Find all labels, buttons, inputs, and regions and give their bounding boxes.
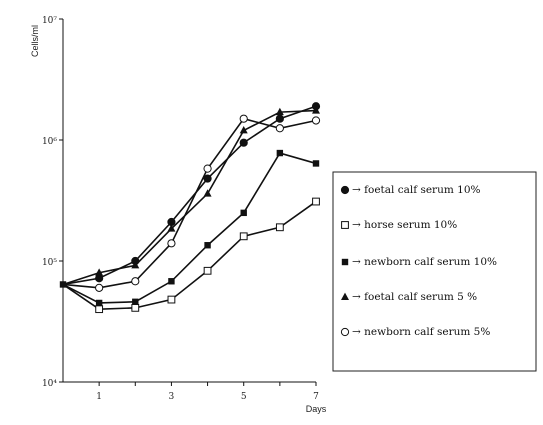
series-line (62, 117, 317, 289)
legend-item-5: → newborn calf serum 5% (340, 326, 490, 338)
data-point (275, 107, 284, 116)
data-point (239, 126, 248, 134)
x-axis-title: Days (306, 404, 327, 414)
data-point (275, 124, 284, 133)
legend-item-1: → foetal calf serum 10% (340, 184, 480, 196)
y-tick-label: 10⁴ (42, 379, 57, 389)
data-point (95, 274, 104, 283)
x-tick-label: 1 (96, 392, 102, 402)
axes: 10⁴ 10⁵ 10⁶ 10⁷ 1 3 5 7 Cells/ml Days (30, 16, 327, 414)
x-tick-label: 3 (169, 392, 175, 402)
x-ticks: 1 3 5 7 (96, 382, 319, 402)
data-point (167, 295, 176, 304)
legend-label: → horse serum 10% (352, 219, 457, 231)
legend-marker (340, 327, 350, 337)
series-layer (59, 102, 321, 314)
data-point (95, 268, 104, 276)
legend-label: → foetal calf serum 10% (352, 184, 480, 196)
data-point (95, 305, 104, 314)
data-point (167, 224, 176, 232)
data-point (312, 197, 320, 206)
data-point (240, 209, 247, 217)
data-point (95, 283, 104, 292)
y-axis-title: Cells/ml (30, 25, 40, 57)
data-point (203, 266, 212, 275)
series-line (62, 200, 317, 310)
data-point (203, 189, 212, 197)
legend-marker (340, 185, 350, 195)
series-line (62, 105, 317, 286)
y-tick-label: 10⁵ (42, 258, 57, 268)
data-point (167, 239, 176, 248)
data-point (275, 223, 284, 232)
data-point (131, 303, 140, 312)
series-5 (62, 114, 321, 292)
legend-label: → foetal calf serum 5 % (352, 291, 477, 303)
y-tick-label: 10⁶ (42, 137, 57, 147)
data-point (203, 164, 212, 173)
series-2 (62, 197, 320, 314)
data-point (239, 232, 248, 241)
data-point (275, 114, 284, 123)
data-point (239, 114, 248, 123)
data-point (131, 277, 140, 286)
legend-marker (341, 292, 349, 300)
data-point (204, 242, 211, 249)
legend-label: → newborn calf serum 10% (352, 256, 497, 268)
legend-label: → newborn calf serum 5% (352, 326, 490, 338)
legend-marker (341, 221, 349, 229)
x-tick-label: 5 (241, 392, 247, 402)
data-point (95, 299, 103, 307)
origin-point (59, 281, 67, 288)
data-point (239, 138, 248, 147)
data-point (312, 160, 320, 167)
data-point (311, 116, 321, 125)
legend-items: → foetal calf serum 10% → horse serum 10%… (340, 184, 497, 338)
data-point (132, 298, 139, 306)
series-line (62, 109, 317, 286)
data-point (276, 149, 284, 157)
legend-item-2: → horse serum 10% (341, 219, 457, 231)
data-point (203, 174, 212, 183)
x-tick-label: 7 (313, 392, 319, 402)
legend-item-4: → foetal calf serum 5 % (341, 291, 477, 303)
data-point (131, 260, 140, 269)
legend-marker (341, 258, 349, 266)
data-point (312, 106, 320, 114)
data-point (168, 278, 175, 285)
series-3 (62, 149, 320, 307)
legend-item-3: → newborn calf serum 10% (341, 256, 497, 268)
legend: → foetal calf serum 10% → horse serum 10%… (332, 171, 537, 372)
series-line (62, 152, 317, 304)
legend-box (332, 171, 537, 372)
series-4 (62, 106, 320, 286)
y-ticks: 10⁴ 10⁵ 10⁶ 10⁷ (42, 16, 63, 389)
y-tick-label: 10⁷ (42, 16, 57, 26)
